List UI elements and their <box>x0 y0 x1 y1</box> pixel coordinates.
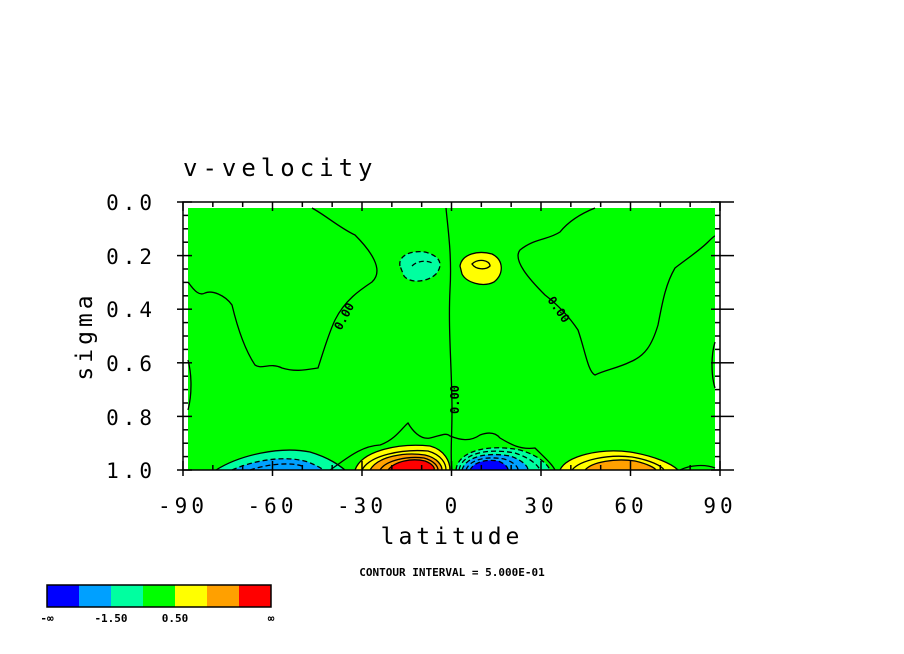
contour-neg-sh-core <box>249 463 303 471</box>
contour-upper-neg <box>399 250 441 282</box>
colorbar-label: 0.50 <box>162 612 189 625</box>
contour-neg-n-1 <box>455 447 551 471</box>
x-tick-label: 60 <box>614 494 647 518</box>
contour-zero-left <box>187 207 378 371</box>
colorbar-swatch-6 <box>239 585 271 607</box>
contour-upper-pos-inner <box>471 259 491 270</box>
y-tick-label: 1.0 <box>106 459 156 483</box>
y-tick-label: 0.0 <box>106 191 156 215</box>
contour-neg-sh-inner <box>231 458 325 471</box>
contour-pos-s-4 <box>379 456 439 471</box>
x-tick-label: 0 <box>445 494 462 518</box>
x-axis-label: latitude <box>381 524 524 550</box>
colorbar-outline <box>46 584 272 608</box>
contour-upper-pos <box>459 251 502 286</box>
contour-neg-n-3 <box>461 453 529 471</box>
contour-pos-s-5 <box>387 459 435 471</box>
contour-pos-nh-3 <box>584 459 657 471</box>
x-tick-label: 90 <box>703 494 736 518</box>
contour-neg-n-4 <box>465 457 519 471</box>
contour-label-equator: 0.00 <box>448 385 462 414</box>
colorbar-swatch-0 <box>47 585 79 607</box>
colorbar-swatch-3 <box>143 585 175 607</box>
chart-title: v-velocity <box>183 154 378 182</box>
contour-interval: CONTOUR INTERVAL = 5.000E-01 <box>359 566 545 579</box>
y-axis-label: sigma <box>72 291 98 380</box>
fill-upper-neg <box>399 251 441 282</box>
colorbar-swatch-2 <box>111 585 143 607</box>
y-tick-label: 0.2 <box>106 245 156 269</box>
contour-neg-n-2 <box>458 450 541 471</box>
x-tick-label: -90 <box>158 494 208 518</box>
contour-pos-s-3 <box>369 453 443 471</box>
contour-left-edge <box>187 359 192 411</box>
colorbar-label: ∞ <box>268 612 275 625</box>
y-tick-label: 0.4 <box>106 298 156 322</box>
x-tick-label: -30 <box>337 494 387 518</box>
colorbar-label: -1.50 <box>94 612 127 625</box>
contour-pos-s-1 <box>354 444 451 471</box>
y-tick-label: 0.8 <box>106 406 156 430</box>
x-tick-labels: -90 -60 -30 0 30 60 90 <box>158 494 736 518</box>
contour-neg-sh-outer <box>215 449 346 471</box>
contour-right-edge <box>711 341 716 389</box>
contour-zero-right <box>517 207 716 376</box>
contour-nh-edge <box>679 464 716 471</box>
contour-upper-neg-inner <box>411 260 435 267</box>
contour-zero-surface <box>329 422 556 471</box>
y-tick-labels: 0.0 0.2 0.4 0.6 0.8 1.0 <box>106 191 156 483</box>
contour-pos-nh-2 <box>571 455 665 471</box>
colorbar: -∞ -1.50 0.50 ∞ <box>40 584 275 625</box>
contour-neg-n-5 <box>469 459 509 471</box>
colorbar-swatch-1 <box>79 585 111 607</box>
x-tick-label: -60 <box>248 494 298 518</box>
colorbar-swatch-4 <box>175 585 207 607</box>
x-tick-label: 30 <box>524 494 557 518</box>
contour-lines <box>187 207 716 471</box>
colorbar-label: -∞ <box>40 612 54 625</box>
fill-pos-nh-orange <box>585 460 656 470</box>
contour-pos-s-2 <box>361 449 447 471</box>
contour-zero-equator <box>445 207 453 471</box>
contour-pos-nh-1 <box>559 450 679 471</box>
colorbar-swatch-5 <box>207 585 239 607</box>
axis-ticks <box>177 201 734 476</box>
y-tick-label: 0.6 <box>106 352 156 376</box>
